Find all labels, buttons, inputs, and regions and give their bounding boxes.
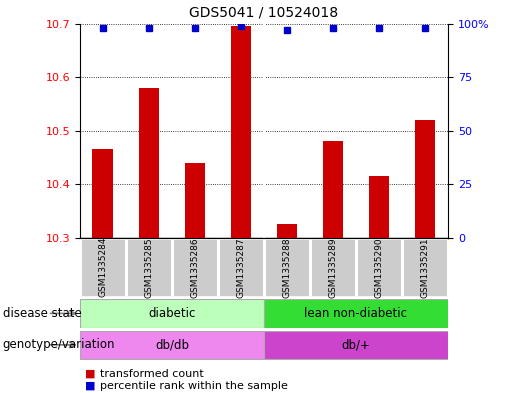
Bar <box>415 120 435 238</box>
Text: transformed count: transformed count <box>100 369 204 379</box>
Bar <box>126 238 172 297</box>
Bar <box>184 163 205 238</box>
Text: GSM1335287: GSM1335287 <box>236 237 246 298</box>
Text: GSM1335284: GSM1335284 <box>98 237 107 298</box>
Bar <box>277 224 297 238</box>
Bar <box>80 238 126 297</box>
Bar <box>80 299 264 328</box>
Bar <box>322 141 344 238</box>
Bar <box>264 238 310 297</box>
Text: ■: ■ <box>85 369 95 379</box>
Bar <box>310 238 356 297</box>
Text: GSM1335290: GSM1335290 <box>374 237 384 298</box>
Text: genotype/variation: genotype/variation <box>3 338 115 351</box>
Text: GSM1335285: GSM1335285 <box>144 237 153 298</box>
Bar <box>218 238 264 297</box>
Bar <box>356 238 402 297</box>
Text: percentile rank within the sample: percentile rank within the sample <box>100 381 288 391</box>
Bar <box>231 26 251 238</box>
Bar <box>80 331 264 359</box>
Text: GSM1335289: GSM1335289 <box>329 237 337 298</box>
Text: db/db: db/db <box>155 338 189 351</box>
Text: GSM1335286: GSM1335286 <box>191 237 199 298</box>
Bar <box>139 88 159 238</box>
Text: lean non-diabetic: lean non-diabetic <box>304 307 407 320</box>
Bar <box>264 299 448 328</box>
Bar <box>402 238 448 297</box>
Text: ■: ■ <box>85 381 95 391</box>
Bar <box>93 149 113 238</box>
Title: GDS5041 / 10524018: GDS5041 / 10524018 <box>190 6 338 20</box>
Text: db/+: db/+ <box>341 338 370 351</box>
Bar <box>264 331 448 359</box>
Bar <box>369 176 389 238</box>
Text: diabetic: diabetic <box>148 307 196 320</box>
Text: GSM1335291: GSM1335291 <box>421 237 430 298</box>
Text: GSM1335288: GSM1335288 <box>282 237 291 298</box>
Text: disease state: disease state <box>3 307 81 320</box>
Bar <box>172 238 218 297</box>
